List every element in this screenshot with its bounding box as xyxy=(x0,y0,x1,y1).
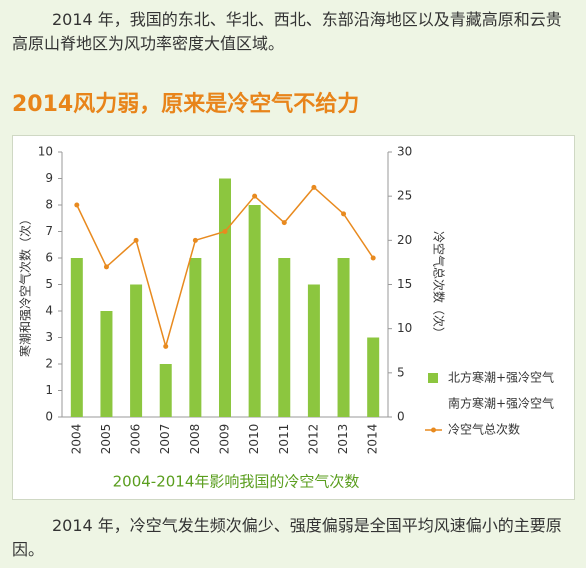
y-tick-label: 8 xyxy=(45,198,53,212)
marker xyxy=(311,184,317,190)
marker xyxy=(252,193,258,199)
bar xyxy=(337,258,350,417)
x-tick-label: 2012 xyxy=(306,424,320,455)
x-tick-label: 2004 xyxy=(69,424,83,455)
x-tick-label: 2008 xyxy=(188,424,202,455)
chart-title: 2004-2014年影响我国的冷空气次数 xyxy=(113,473,360,491)
chart-frame xyxy=(12,135,575,500)
y2-tick-label: 5 xyxy=(397,365,405,379)
y-tick-label: 3 xyxy=(45,330,53,344)
x-tick-label: 2007 xyxy=(158,424,172,455)
y2-tick-label: 0 xyxy=(397,410,405,424)
y-tick-label: 2 xyxy=(45,357,53,371)
marker xyxy=(133,237,139,243)
legend-label: 北方寒潮+强冷空气 xyxy=(448,370,554,385)
y-tick-label: 4 xyxy=(45,304,53,318)
bar xyxy=(248,205,261,417)
x-tick-label: 2014 xyxy=(366,424,380,455)
paragraph: 2014 年，我国的东北、华北、西北、东部沿海地区以及青藏高原和云贵高原山脊地区… xyxy=(12,10,562,53)
y-tick-label: 6 xyxy=(45,251,53,265)
chart: 2004-2014年影响我国的冷空气次数 寒潮和强冷空气次数（次） 冷空气总次数… xyxy=(12,135,575,500)
heading: 2014风力弱，原来是冷空气不给力 xyxy=(12,92,360,117)
bar xyxy=(367,337,380,417)
x-tick-label: 2010 xyxy=(247,424,261,455)
marker xyxy=(103,264,109,270)
x-tick-label: 2013 xyxy=(336,424,350,455)
y2-tick-label: 15 xyxy=(397,277,412,291)
marker xyxy=(192,237,198,243)
bar xyxy=(159,364,172,417)
legend-swatch xyxy=(428,399,438,409)
marker xyxy=(370,255,376,261)
x-tick-label: 2005 xyxy=(99,424,113,455)
bar xyxy=(307,284,320,417)
x-tick-label: 2011 xyxy=(277,424,291,455)
y-tick-label: 9 xyxy=(45,171,53,185)
x-tick-label: 2009 xyxy=(218,424,232,455)
y-tick-label: 1 xyxy=(45,383,53,397)
bar xyxy=(219,178,231,417)
y-tick-label: 0 xyxy=(45,410,53,424)
x-tick-label: 2006 xyxy=(129,424,143,455)
legend-marker xyxy=(431,427,436,433)
paragraph: 2014 年，冷空气发生频次偏少、强度偏弱是全国平均风速偏小的主要原因。 xyxy=(12,516,562,559)
legend-swatch xyxy=(428,373,438,383)
marker xyxy=(222,229,228,234)
marker xyxy=(74,202,80,208)
bar xyxy=(278,258,291,417)
legend-label: 冷空气总次数 xyxy=(448,422,520,437)
marker xyxy=(163,343,169,349)
y-tick-label: 10 xyxy=(38,145,53,159)
y2-axis-label: 冷空气总次数（次） xyxy=(432,231,447,339)
y2-tick-label: 25 xyxy=(397,189,412,203)
y2-tick-label: 10 xyxy=(397,321,412,335)
y-axis-label: 寒潮和强冷空气次数（次） xyxy=(18,213,33,357)
marker xyxy=(341,211,347,217)
y2-tick-label: 30 xyxy=(397,145,412,159)
y-tick-label: 5 xyxy=(45,277,53,291)
marker xyxy=(281,220,287,226)
y-tick-label: 7 xyxy=(45,224,53,238)
legend-label: 南方寒潮+强冷空气 xyxy=(448,396,554,411)
bar xyxy=(189,258,202,417)
y2-tick-label: 20 xyxy=(397,233,412,247)
bar xyxy=(100,311,113,417)
bar xyxy=(70,258,83,417)
bar xyxy=(130,284,143,417)
